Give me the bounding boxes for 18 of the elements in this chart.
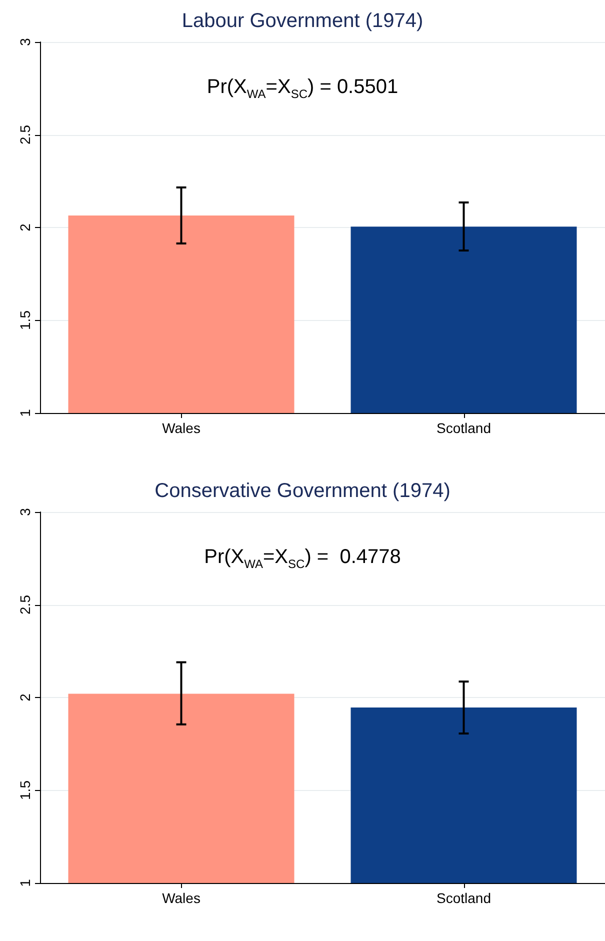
y-tick-label: 1.5 [17,780,33,800]
y-tick-label: 1.5 [17,310,33,330]
y-tick-label: 2 [17,223,33,232]
y-tick-label: 3 [17,38,33,46]
x-tick-label: Scotland [436,890,491,906]
x-tick-label: Wales [162,420,200,436]
x-tick-label: Wales [162,890,200,906]
y-tick-label: 3 [17,508,33,516]
annotation: Pr(X$_{WA}$=X$_{SC}$) = 0.4778 [203,546,402,571]
chart-title: Conservative Government (1974) [154,480,450,502]
y-tick-label: 2.5 [17,124,33,144]
chart-title: Labour Government (1974) [182,10,424,32]
y-tick-label: 2 [17,693,33,702]
y-tick-label: 2.5 [17,594,33,614]
x-tick-label: Scotland [436,420,491,436]
y-tick-label: 1 [17,878,33,887]
y-tick-label: 1 [17,408,33,417]
annotation: Pr(X$_{WA}$=X$_{SC}$) = 0.5501 [206,76,400,101]
